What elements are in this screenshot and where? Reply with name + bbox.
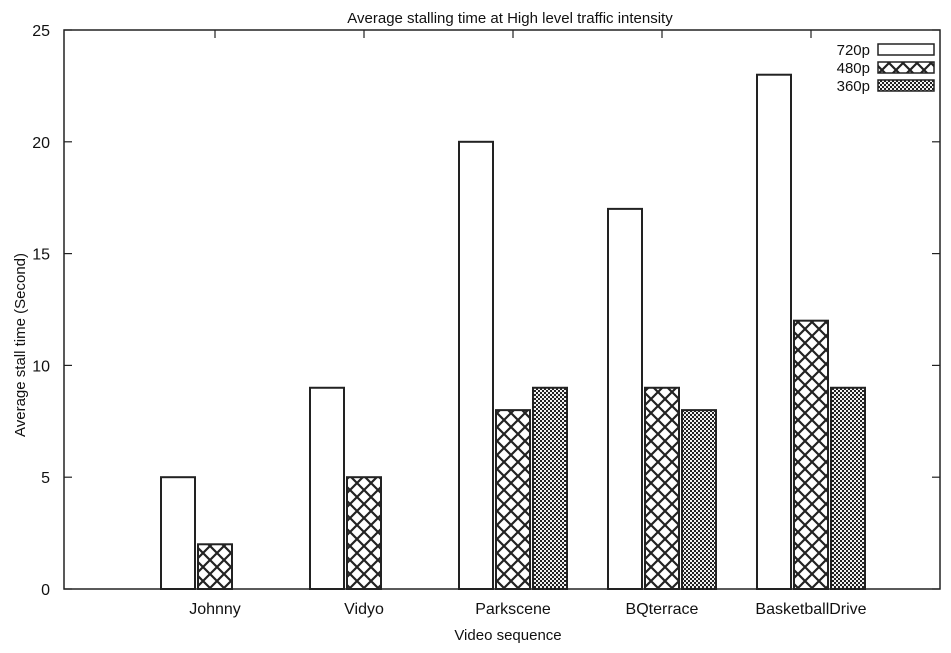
legend-label: 360p xyxy=(837,78,870,95)
x-tick-label: Johnny xyxy=(189,601,241,618)
legend-swatch xyxy=(877,79,935,92)
y-tick-label: 20 xyxy=(32,135,50,152)
bar-720p-Parkscene xyxy=(458,140,494,591)
bar-720p-BasketballDrive xyxy=(756,73,792,591)
legend-label: 480p xyxy=(837,60,870,77)
legend-label: 720p xyxy=(837,42,870,59)
bar-360p-Parkscene xyxy=(532,386,568,591)
x-tick-label: Parkscene xyxy=(475,601,551,618)
y-axis-label: Average stall time (Second) xyxy=(12,253,29,437)
bar-480p-Parkscene xyxy=(495,409,531,590)
bar-360p-BQterrace xyxy=(681,409,717,590)
bar-720p-Vidyo xyxy=(309,386,345,591)
y-tick-label: 5 xyxy=(41,470,50,487)
x-tick-label: BasketballDrive xyxy=(755,601,866,618)
bar-360p-BasketballDrive xyxy=(830,386,866,591)
y-tick-label: 25 xyxy=(32,23,50,40)
x-tick-label: Vidyo xyxy=(344,601,384,618)
x-axis-label: Video sequence xyxy=(454,627,561,644)
bar-480p-BQterrace xyxy=(644,386,680,591)
bar-480p-Vidyo xyxy=(346,476,382,591)
legend-swatch xyxy=(877,43,935,56)
bar-720p-Johnny xyxy=(160,476,196,591)
bar-720p-BQterrace xyxy=(607,207,643,590)
plot-area: 0 5 10 15 20 25 Johnny Vidyo Parkscene BQterrace B… xyxy=(32,23,941,618)
bar-480p-BasketballDrive xyxy=(793,319,829,590)
y-tick-label: 15 xyxy=(32,247,50,264)
x-tick-label: BQterrace xyxy=(626,601,699,618)
bar-480p-Johnny xyxy=(197,543,233,591)
chart-title: Average stalling time at High level traf… xyxy=(347,10,673,27)
y-tick-label: 0 xyxy=(41,582,50,599)
y-tick-label: 10 xyxy=(32,358,50,375)
legend-swatch xyxy=(877,61,935,74)
